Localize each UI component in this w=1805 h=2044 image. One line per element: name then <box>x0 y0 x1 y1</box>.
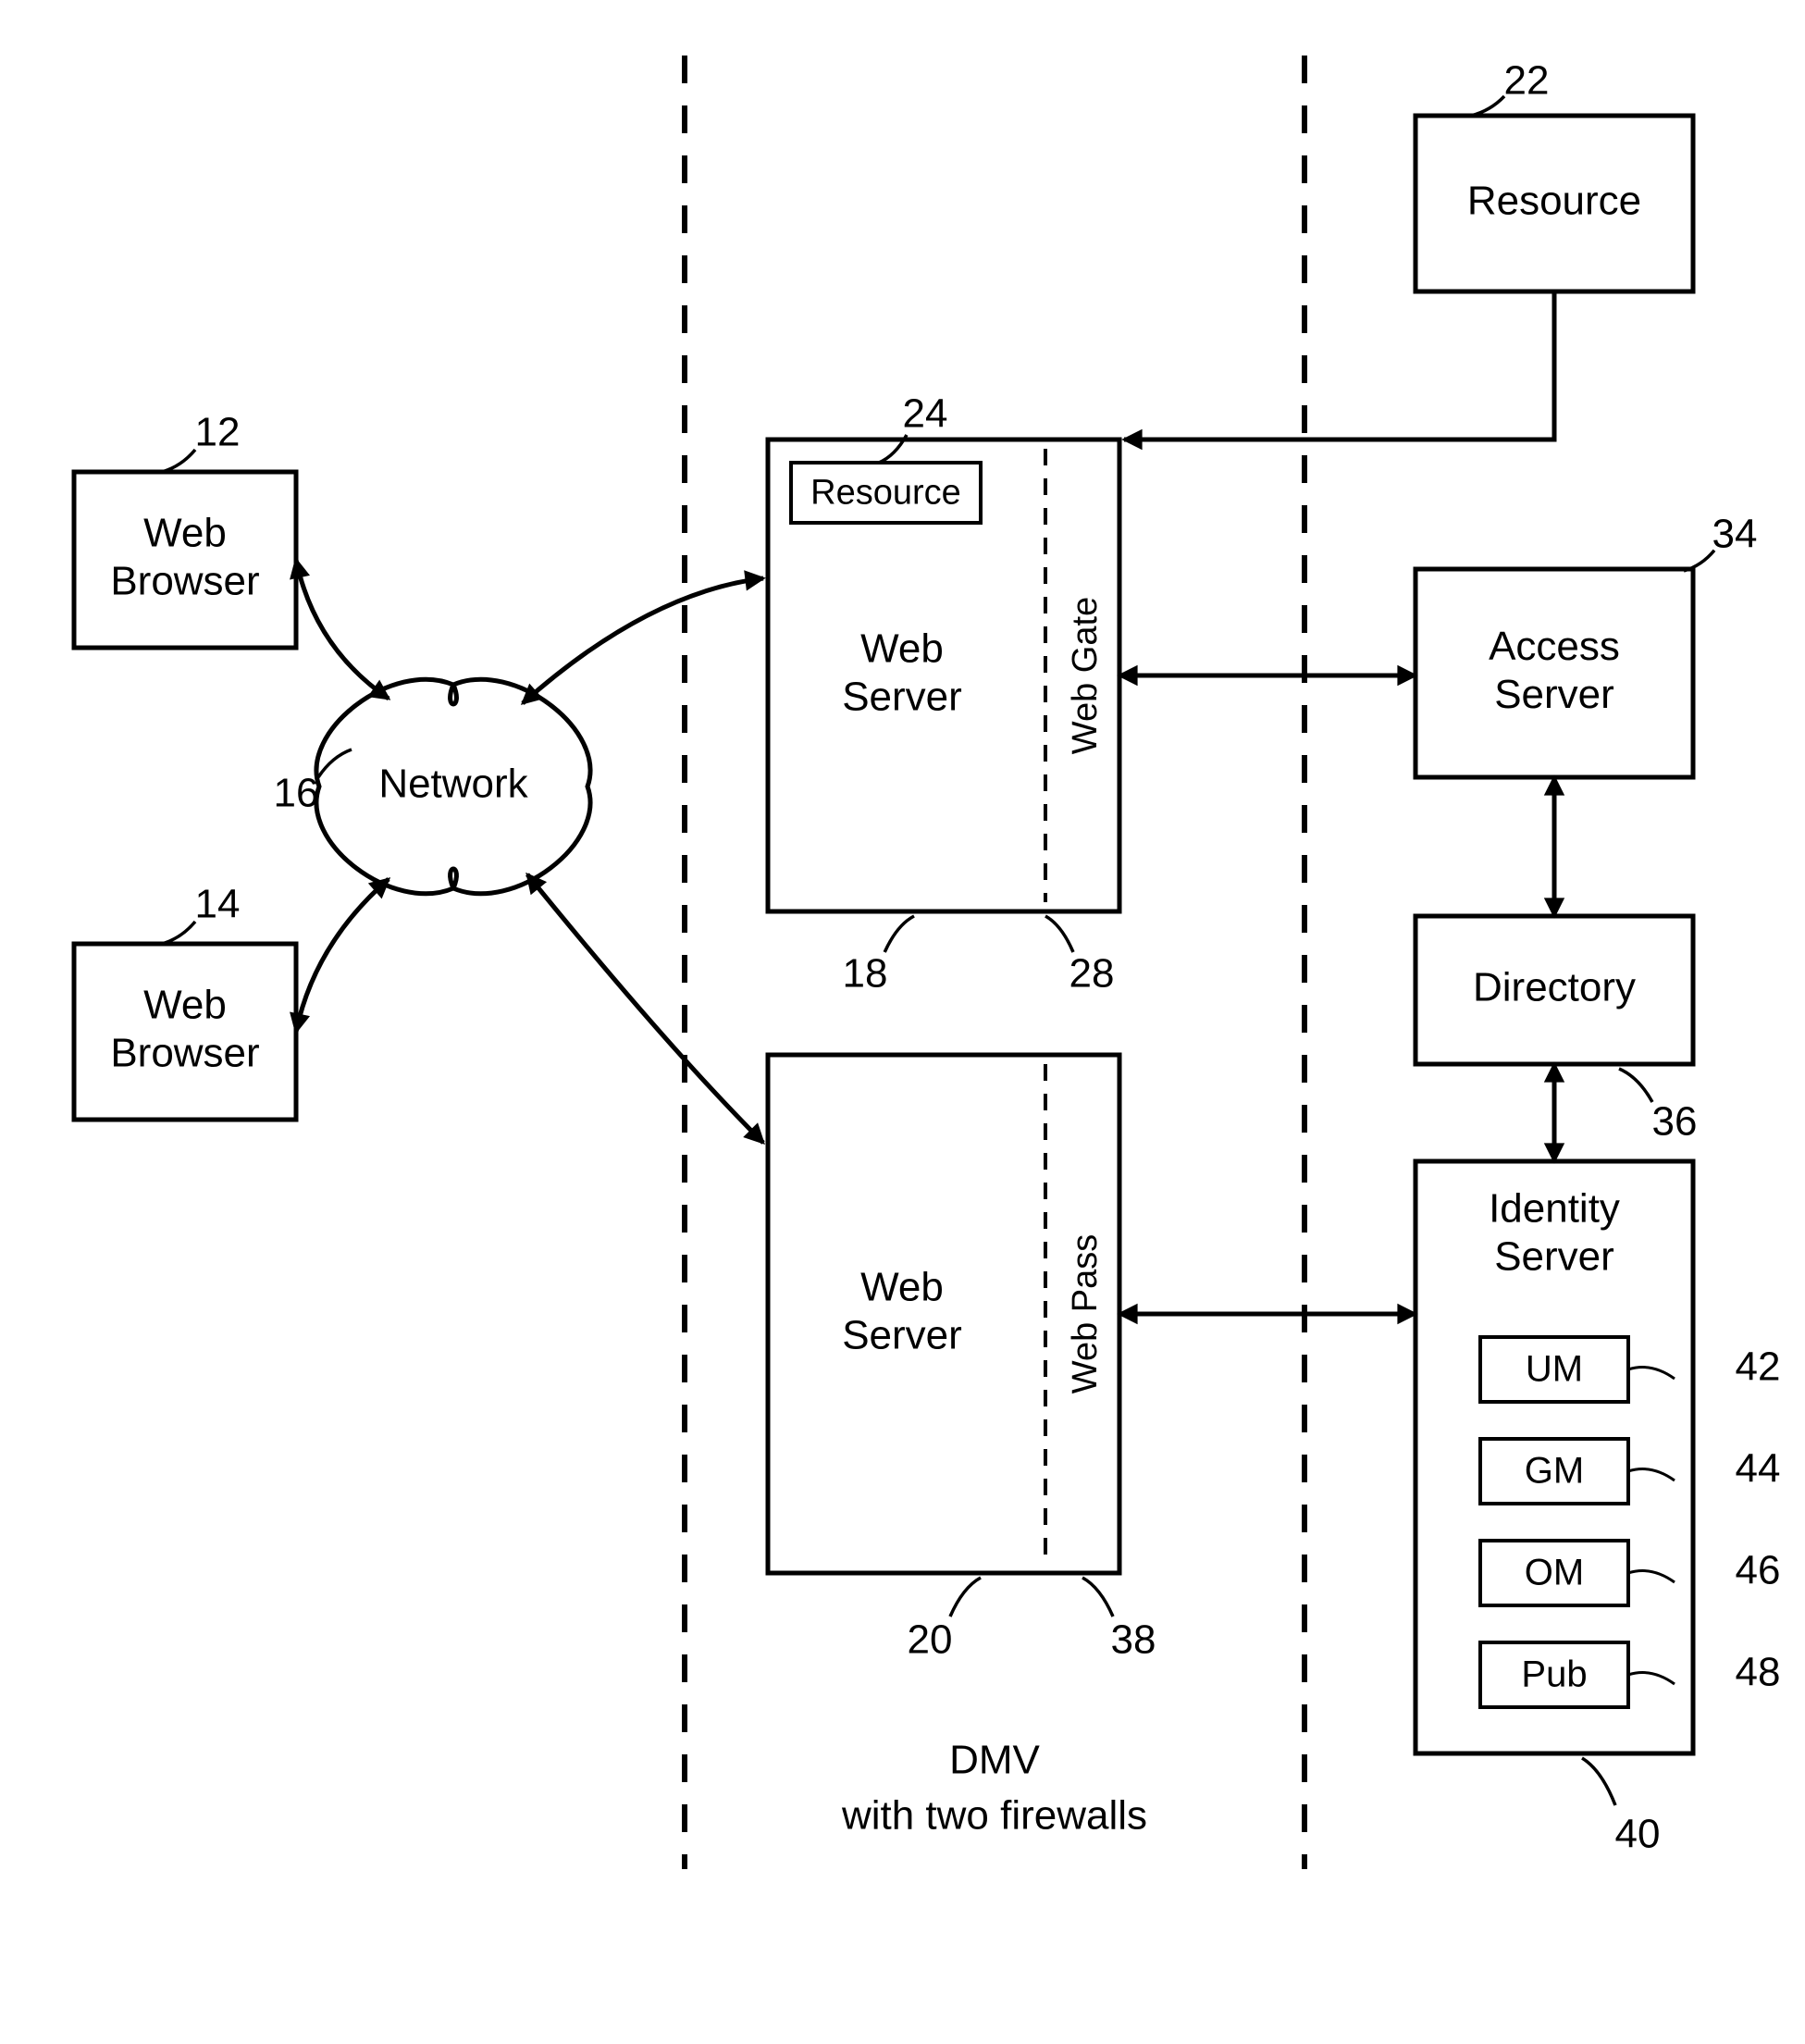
ref-38: 38 <box>1111 1617 1156 1663</box>
ref-hook <box>162 922 195 944</box>
identity-server-label: Identity <box>1489 1186 1620 1232</box>
identity-sub-label: GM <box>1525 1451 1584 1492</box>
ref-42: 42 <box>1736 1344 1781 1390</box>
ref-44: 44 <box>1736 1446 1781 1492</box>
ref-hook <box>950 1578 981 1617</box>
identity-server-label: Server <box>1494 1234 1614 1280</box>
ref-12: 12 <box>195 410 241 455</box>
web-server-1-label: Web <box>860 626 944 672</box>
caption-line2: with two firewalls <box>841 1793 1147 1839</box>
web-browser-2-label: Web <box>143 983 227 1028</box>
ref-hook <box>1471 96 1504 116</box>
ref-36: 36 <box>1652 1099 1698 1145</box>
identity-sub-label: UM <box>1526 1349 1583 1390</box>
ref-34: 34 <box>1712 512 1758 557</box>
ref-hook <box>1045 916 1073 952</box>
ref-18: 18 <box>843 951 888 997</box>
ref-hook <box>1082 1578 1113 1617</box>
edge-curve-2 <box>523 578 763 703</box>
ref-14: 14 <box>195 882 241 927</box>
resource-box-label: Resource <box>1467 179 1641 224</box>
ref-48: 48 <box>1736 1650 1781 1695</box>
web-browser-2-label: Browser <box>110 1031 259 1076</box>
ref-24: 24 <box>903 391 948 437</box>
ref-16: 16 <box>274 771 319 816</box>
edge-elbow-4 <box>1124 291 1554 440</box>
ref-hook <box>1684 551 1714 571</box>
network-label: Network <box>378 762 528 807</box>
ref-40: 40 <box>1615 1812 1661 1857</box>
web-browser-1-label: Web <box>143 511 227 556</box>
ref-22: 22 <box>1504 58 1550 104</box>
identity-sub-label: Pub <box>1521 1654 1587 1695</box>
caption-line1: DMV <box>949 1738 1040 1783</box>
web-server-2-label: Server <box>842 1313 962 1358</box>
ref-hook <box>1582 1758 1615 1805</box>
edge-curve-3 <box>527 874 763 1143</box>
ref-hook <box>162 450 195 472</box>
inner-resource-label: Resource <box>810 474 961 513</box>
access-server-label: Server <box>1494 672 1614 717</box>
ref-28: 28 <box>1069 951 1115 997</box>
web-browser-1-label: Browser <box>110 559 259 604</box>
ref-hook <box>884 916 914 952</box>
edge-curve-0 <box>296 560 389 699</box>
directory-box-label: Directory <box>1473 965 1636 1010</box>
edge-curve-1 <box>296 879 389 1032</box>
ref-20: 20 <box>908 1617 953 1663</box>
web-gate-label: Web Gate <box>1066 597 1105 754</box>
web-pass-label: Web Pass <box>1066 1234 1105 1394</box>
web-server-1-label: Server <box>842 675 962 720</box>
web-server-2-label: Web <box>860 1265 944 1310</box>
ref-46: 46 <box>1736 1548 1781 1593</box>
access-server-label: Access <box>1489 624 1620 669</box>
ref-hook <box>1619 1069 1652 1102</box>
identity-sub-label: OM <box>1525 1553 1584 1593</box>
